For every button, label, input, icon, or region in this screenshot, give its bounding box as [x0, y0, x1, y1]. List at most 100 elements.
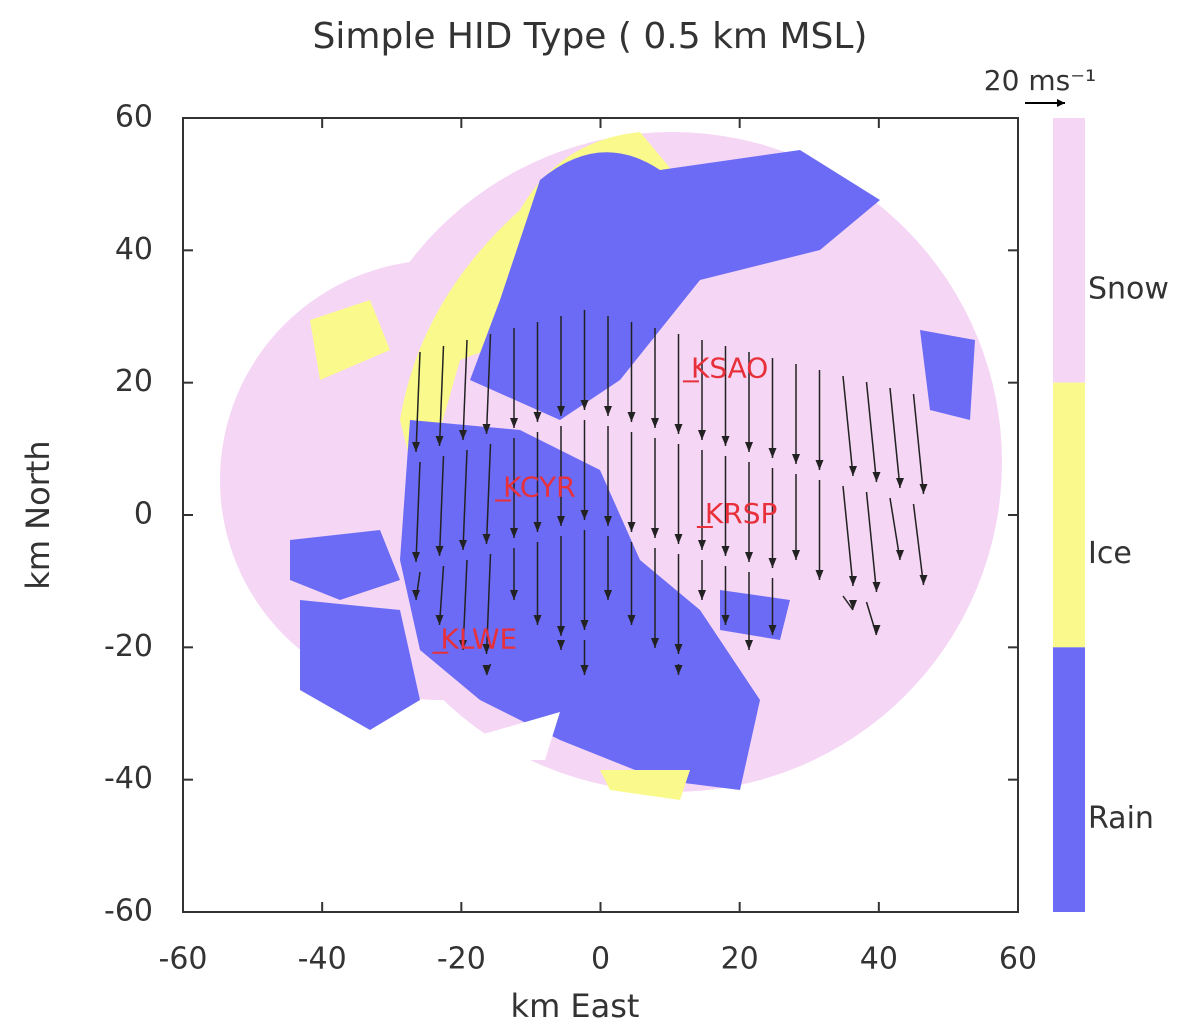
wind-vector-head — [533, 522, 542, 532]
wind-vector-head — [651, 418, 659, 428]
wind-vector — [485, 443, 492, 545]
wind-vector-head — [745, 442, 753, 452]
wind-vector-head — [674, 644, 683, 654]
wind-vector-head — [459, 430, 467, 440]
station-label: KSAO — [691, 351, 768, 384]
wind-vector — [485, 333, 492, 435]
wind-vector-head — [557, 516, 565, 526]
rain-region — [470, 150, 880, 420]
colorbar-swatch — [1053, 647, 1085, 912]
wind-vector-head — [627, 615, 636, 625]
reference-vector-label: 20 ms⁻¹ — [984, 64, 1096, 97]
wind-vector-head — [896, 478, 904, 488]
wind-vector-head — [745, 552, 753, 562]
wind-vector-head — [815, 570, 824, 580]
wind-vector-head — [533, 615, 542, 625]
wind-vector-head — [604, 590, 612, 600]
wind-vector — [438, 345, 445, 447]
wind-vector-head — [557, 640, 565, 650]
wind-vector-head — [745, 640, 753, 650]
wind-vector-head — [896, 550, 904, 560]
wind-vector-head — [459, 640, 467, 650]
wind-vector-head — [849, 600, 857, 610]
wind-vector-head — [849, 576, 857, 586]
wind-vector — [462, 339, 468, 441]
chart-title: Simple HID Type ( 0.5 km MSL) — [313, 16, 868, 57]
wind-vector-head — [604, 516, 612, 526]
wind-vector-head — [698, 590, 706, 600]
wind-vector-head — [815, 460, 824, 470]
wind-vector-head — [768, 558, 777, 568]
x-tick-label: -20 — [437, 942, 486, 977]
wind-vector-head — [533, 412, 542, 422]
y-tick-label: -40 — [104, 761, 153, 796]
wind-vector-head — [412, 552, 420, 562]
wind-vector — [865, 381, 878, 483]
x-tick-label: 0 — [591, 942, 610, 977]
rain-region — [400, 420, 760, 790]
colorbar-swatch — [1053, 118, 1085, 383]
y-tick-label: -20 — [104, 629, 153, 664]
colorbar-label: Ice — [1088, 536, 1132, 571]
ice-region — [310, 300, 390, 380]
wind-vector-head — [412, 442, 420, 452]
wind-vector-head — [768, 448, 777, 458]
wind-vector — [912, 393, 925, 495]
station-label: KLWE — [440, 623, 517, 656]
wind-vector-head — [721, 546, 730, 556]
wind-vector-head — [435, 436, 444, 446]
wind-vector-head — [510, 590, 518, 600]
wind-vector-head — [580, 400, 589, 410]
wind-vector-head — [919, 484, 928, 494]
x-tick-label: 40 — [860, 942, 898, 977]
wind-vector-head — [919, 575, 928, 585]
reference-vector-head — [1057, 99, 1065, 107]
wind-vector-head — [721, 615, 730, 625]
wind-vector-head — [435, 546, 444, 556]
wind-vector-head — [872, 625, 881, 635]
wind-vector — [485, 553, 492, 655]
colorbar-swatch — [1053, 382, 1085, 648]
wind-vector-head — [510, 528, 518, 538]
wind-vector-head — [557, 626, 565, 636]
wind-vector — [912, 503, 925, 586]
x-axis-label: km East — [511, 987, 640, 1025]
wind-vector-head — [482, 424, 491, 434]
wind-vector-head — [768, 625, 777, 635]
y-tick-label: 20 — [115, 364, 153, 399]
wind-vector-head — [698, 540, 706, 550]
wind-vector-head — [674, 665, 683, 675]
y-tick-label: 0 — [134, 497, 153, 532]
wind-vector — [889, 497, 901, 561]
wind-vector — [415, 351, 421, 453]
x-tick-label: 20 — [721, 942, 759, 977]
wind-vector-head — [435, 615, 444, 625]
colorbar-label: Snow — [1088, 272, 1169, 307]
y-tick-label: 60 — [115, 100, 153, 135]
wind-vector-head — [459, 540, 467, 550]
wind-vector — [462, 449, 468, 551]
wind-vector-head — [674, 534, 683, 544]
station-label: KRSP — [705, 497, 777, 530]
wind-vector-head — [721, 436, 730, 446]
wind-vector-head — [580, 665, 589, 675]
wind-vector — [842, 375, 854, 477]
wind-vector — [889, 387, 901, 489]
wind-vector-head — [557, 406, 565, 416]
x-tick-label: 60 — [999, 942, 1037, 977]
wind-vector-head — [510, 418, 518, 428]
wind-vectors — [412, 310, 928, 676]
wind-vector-head — [792, 550, 800, 560]
wind-vector-head — [849, 466, 857, 476]
wind-vector-head — [651, 638, 659, 648]
x-tick-label: -40 — [298, 942, 347, 977]
y-axis-label: km North — [19, 440, 57, 589]
wind-vector-head — [627, 522, 636, 532]
wind-vector-head — [604, 406, 612, 416]
wind-vector-head — [872, 582, 881, 592]
ice-region — [600, 770, 690, 800]
hid-field — [220, 132, 1002, 800]
wind-vector-head — [580, 510, 589, 520]
rain-region — [300, 600, 420, 730]
